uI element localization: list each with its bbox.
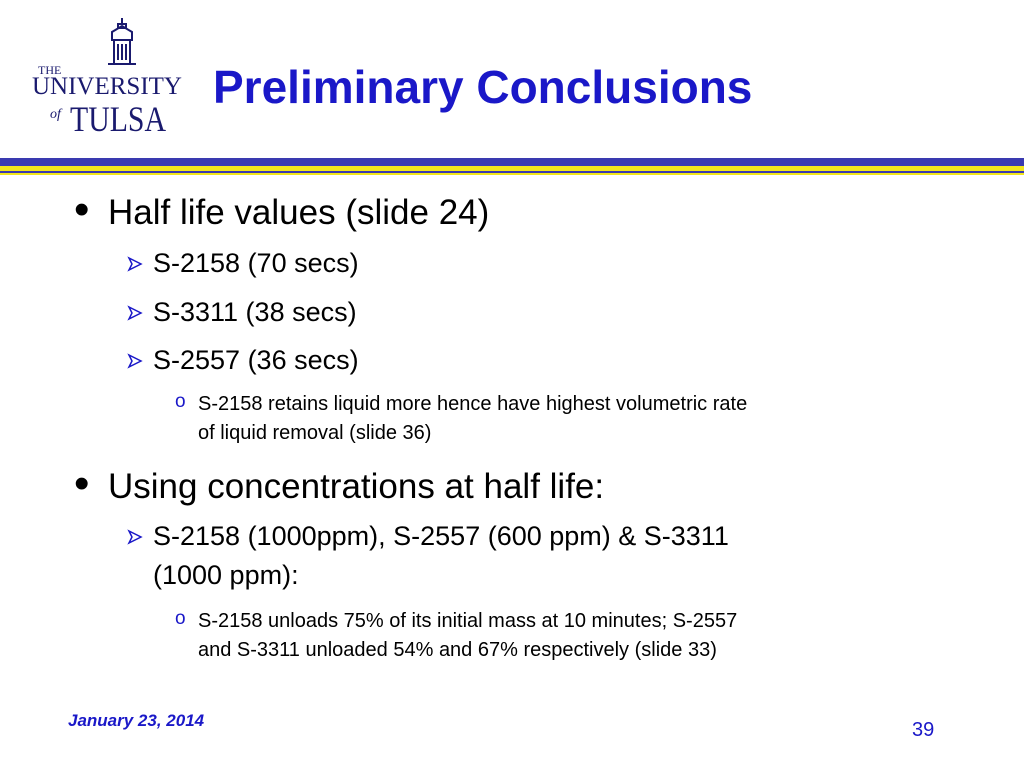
header-rule-yellow [0, 166, 1024, 171]
university-of-tulsa-logo: THE UNIVERSITY of TULSA [32, 18, 182, 139]
bullet-dot-icon: • [74, 185, 90, 234]
tower-icon [108, 18, 136, 65]
sub-bullet-s2158: S-2158 (70 secs) [153, 248, 359, 278]
bullet-concentrations: Using concentrations at half life: [108, 467, 605, 506]
logo-tulsa: TULSA [70, 99, 166, 139]
circle-bullet-icon: o [175, 391, 186, 412]
note-retains-liquid-line2: of liquid removal (slide 36) [198, 422, 432, 444]
sub-bullet-s2557: S-2557 (36 secs) [153, 345, 359, 375]
arrow-bullet-icon [127, 353, 143, 369]
sub-bullet-concentrations-line2: (1000 ppm): [153, 560, 299, 590]
arrow-bullet-icon [127, 256, 143, 272]
header-rule-yellow-thin [0, 173, 1024, 175]
arrow-bullet-icon [127, 305, 143, 321]
arrow-bullet-icon [127, 529, 143, 545]
footer-date: January 23, 2014 [68, 711, 205, 730]
note-retains-liquid-line1: S-2158 retains liquid more hence have hi… [198, 393, 748, 415]
sub-bullet-concentrations-line1: S-2158 (1000ppm), S-2557 (600 ppm) & S-3… [153, 521, 729, 551]
bullet-half-life: Half life values (slide 24) [108, 193, 490, 232]
circle-bullet-icon: o [175, 608, 186, 629]
sub-bullet-s3311: S-3311 (38 secs) [153, 297, 357, 327]
slide-title: Preliminary Conclusions [213, 61, 753, 113]
bullet-dot-icon: • [74, 459, 90, 508]
page-number: 39 [912, 719, 935, 741]
header-rule-blue-thin [0, 171, 1024, 173]
logo-the: THE [38, 63, 61, 77]
logo-of: of [50, 107, 63, 122]
note-unloads-line1: S-2158 unloads 75% of its initial mass a… [198, 610, 738, 632]
logo-university: UNIVERSITY [32, 73, 182, 100]
header-rule-blue [0, 158, 1024, 166]
note-unloads-line2: and S-3311 unloaded 54% and 67% respecti… [198, 639, 717, 661]
